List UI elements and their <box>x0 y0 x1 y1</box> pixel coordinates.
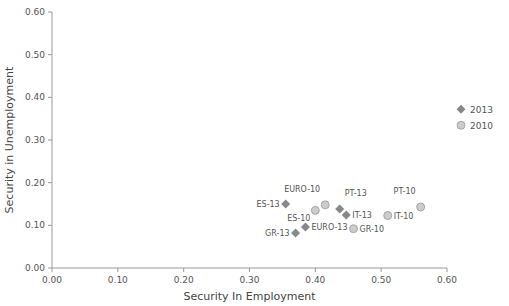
point-label: EURO-13 <box>311 223 347 232</box>
y-tick <box>48 182 52 183</box>
y-tick <box>48 54 52 55</box>
x-tick <box>249 268 250 272</box>
point <box>321 201 329 209</box>
y-tick-label: 0.40 <box>25 92 45 102</box>
chart: 0.00 0.10 0.20 0.30 0.40 0.50 0.60 0.00 0.10 0.20… <box>0 0 509 306</box>
x-tick <box>447 268 448 272</box>
y-tick-label: 0.50 <box>25 50 45 60</box>
point-label: IT-13 <box>352 211 372 220</box>
x-tick <box>381 268 382 272</box>
point <box>342 211 351 220</box>
y-tick-label: 0.10 <box>25 220 45 230</box>
point-label: ES-10 <box>287 214 310 223</box>
point-label: ES-13 <box>257 200 280 209</box>
point <box>281 200 290 209</box>
legend: 2013 2010 <box>457 105 494 131</box>
x-tick-label: 0.40 <box>305 275 325 285</box>
legend-label: 2010 <box>470 121 493 131</box>
y-tick-label: 0.20 <box>25 178 45 188</box>
y-tick <box>48 140 52 141</box>
x-tick-label: 0.60 <box>437 275 457 285</box>
y-tick <box>48 97 52 98</box>
legend-label: 2013 <box>470 105 493 115</box>
point <box>417 203 425 211</box>
y-axis-label: Security in Unemployment <box>3 66 16 213</box>
point-label: IT-10 <box>394 212 414 221</box>
legend-marker <box>457 121 465 129</box>
x-axis-label: Security In Employment <box>183 290 316 303</box>
y-tick-label: 0.00 <box>25 263 45 273</box>
x-tick <box>117 268 118 272</box>
point-label: GR-13 <box>265 229 290 238</box>
x-tick-label: 0.20 <box>174 275 194 285</box>
y-tick <box>48 268 52 269</box>
legend-marker <box>457 105 466 114</box>
y-tick <box>48 12 52 13</box>
x-tick <box>315 268 316 272</box>
point <box>301 223 310 232</box>
point <box>335 205 344 214</box>
point-label: GR-10 <box>360 225 385 234</box>
x-tick-label: 0.30 <box>239 275 259 285</box>
x-tick-label: 0.10 <box>108 275 128 285</box>
y-tick-label: 0.30 <box>25 135 45 145</box>
y-tick-label: 0.60 <box>25 7 45 17</box>
point-label: EURO-10 <box>284 185 320 194</box>
x-tick-label: 0.50 <box>371 275 391 285</box>
x-tick-label: 0.00 <box>42 275 62 285</box>
point <box>291 229 300 238</box>
point-label: PT-10 <box>394 187 416 196</box>
point <box>384 212 392 220</box>
x-tick <box>52 268 53 272</box>
point-label: PT-13 <box>345 189 367 198</box>
points <box>281 200 424 238</box>
y-tick <box>48 225 52 226</box>
x-tick <box>183 268 184 272</box>
point <box>350 225 358 233</box>
point <box>311 206 319 214</box>
